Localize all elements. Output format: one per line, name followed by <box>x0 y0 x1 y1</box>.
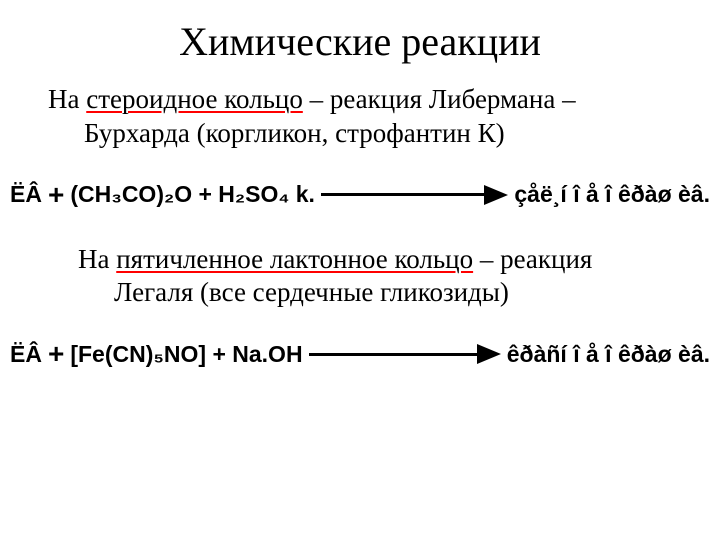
section1-rest1: – реакция Либермана – <box>303 84 576 114</box>
equation2: ËÂ + [Fe(CN)₅NO] + Na.OH êðàñí î å î êðà… <box>8 318 712 392</box>
section2-rest2: Легаля (все сердечные гликозиды) <box>114 277 509 307</box>
equation1-plus: + <box>42 179 70 211</box>
equation1-product: çåë¸í î å î êðàø èâ. <box>514 181 710 208</box>
page-title: Химические реакции <box>8 18 712 65</box>
equation1: ËÂ + (CH₃CO)₂O + H₂SO₄ k. çåë¸í î å î êð… <box>8 159 712 233</box>
arrow-icon <box>303 344 507 364</box>
arrow-head <box>484 185 508 205</box>
section2-prefix: На <box>78 244 116 274</box>
section1-prefix: На <box>48 84 86 114</box>
arrow-line <box>309 353 477 356</box>
spacer <box>8 233 712 243</box>
section1-rest2: Бурхарда (коргликон, строфантин К) <box>84 118 505 148</box>
equation2-plus: + <box>42 338 70 370</box>
section2-rest1: – реакция <box>473 244 592 274</box>
arrow-head <box>477 344 501 364</box>
section1-text: На стероидное кольцо – реакция Либермана… <box>8 83 712 151</box>
equation2-reagents: [Fe(CN)₅NO] + Na.OH <box>70 341 302 368</box>
slide: Химические реакции На стероидное кольцо … <box>0 0 720 540</box>
section1-underlined: стероидное кольцо <box>86 84 303 114</box>
equation1-left: ËÂ <box>10 181 42 208</box>
arrow-icon <box>315 185 514 205</box>
section2-text: На пятичленное лактонное кольцо – реакци… <box>8 243 712 311</box>
equation1-reagents: (CH₃CO)₂O + H₂SO₄ k. <box>70 181 315 208</box>
arrow-line <box>321 193 484 196</box>
section2-underlined: пятичленное лактонное кольцо <box>116 244 473 274</box>
equation2-product: êðàñí î å î êðàø èâ. <box>507 341 710 368</box>
equation2-left: ËÂ <box>10 341 42 368</box>
